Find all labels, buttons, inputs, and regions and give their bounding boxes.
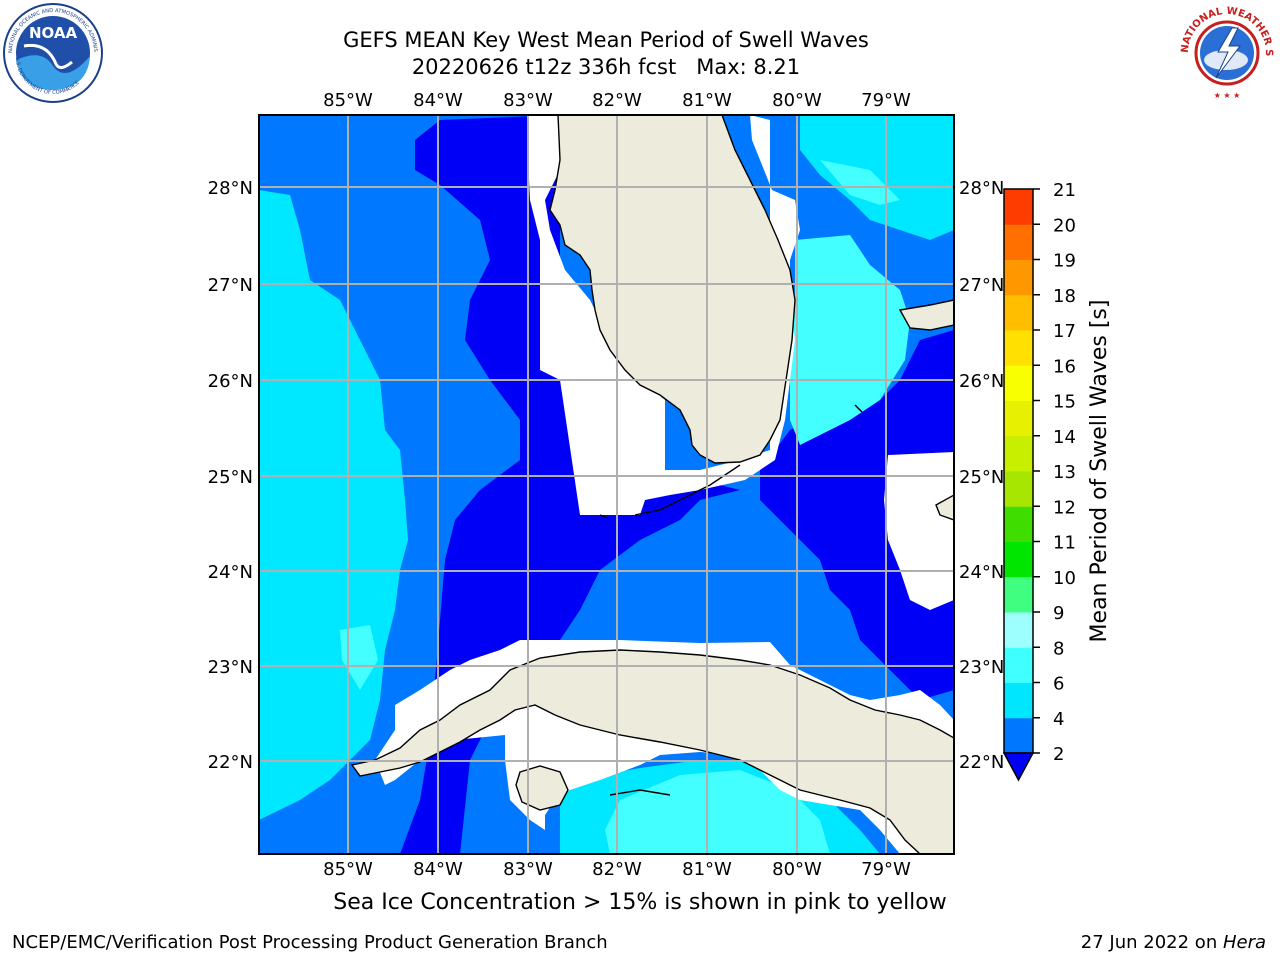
lat-label: 25°N	[208, 467, 253, 488]
cuba	[350, 649, 954, 854]
noaa-logo-text: NOAA	[29, 24, 78, 42]
lat-label: 23°N	[208, 657, 253, 678]
map-frame	[258, 114, 955, 855]
colorbar-label: Mean Period of Swell Waves [s]	[1087, 300, 1112, 643]
colorbar-segment	[1004, 400, 1033, 437]
colorbar-segment	[1004, 541, 1033, 578]
colorbar-segment	[1004, 259, 1033, 296]
florida	[549, 115, 796, 464]
colorbar-tick-label: 9	[1053, 603, 1064, 624]
chart-title: GEFS MEAN Key West Mean Period of Swell …	[343, 28, 869, 52]
lon-labels-bottom: 85°W 84°W 83°W 82°W 81°W 80°W 79°W	[323, 859, 911, 880]
colorbar-segment	[1004, 717, 1033, 754]
colorbar-tick-label: 10	[1053, 568, 1076, 589]
keys-and-cays	[599, 404, 863, 796]
colorbar-segment	[1004, 506, 1033, 542]
colorbar-tick-label: 20	[1053, 215, 1076, 236]
sea-ice-note: Sea Ice Concentration > 15% is shown in …	[333, 890, 947, 915]
bahamas-andros	[898, 299, 954, 331]
lat-label: 25°N	[959, 467, 1004, 488]
colorbar-segment	[1004, 435, 1033, 472]
lon-label: 84°W	[413, 859, 463, 880]
lat-label: 24°N	[208, 562, 253, 583]
colorbar-tick-label: 17	[1053, 321, 1076, 342]
footer-date: 27 Jun 2022 on Hera	[1081, 932, 1266, 953]
noaa-logo: NOAA NATIONAL OCEANIC AND ATMOSPHERIC AD…	[2, 2, 103, 103]
lon-label: 85°W	[323, 90, 373, 111]
colorbar-segment	[1004, 612, 1033, 648]
lon-label: 80°W	[772, 90, 822, 111]
lon-label: 82°W	[592, 859, 642, 880]
colorbar-segment	[1004, 224, 1033, 260]
lat-label: 28°N	[208, 178, 253, 199]
colorbar-tick-label: 21	[1053, 180, 1076, 201]
lat-label: 23°N	[959, 657, 1004, 678]
lat-label: 27°N	[959, 275, 1004, 296]
colorbar-tick-label: 19	[1053, 251, 1076, 272]
lat-label: 22°N	[208, 752, 253, 773]
lat-labels-left: 28°N 27°N 26°N 25°N 24°N 23°N 22°N	[208, 178, 253, 773]
colorbar-tick-label: 6	[1053, 674, 1064, 695]
lon-label: 79°W	[861, 859, 911, 880]
swell-period-field	[259, 115, 954, 854]
colorbar-tick-label: 12	[1053, 497, 1076, 518]
lat-label: 28°N	[959, 178, 1004, 199]
lat-label: 26°N	[208, 371, 253, 392]
lon-label: 85°W	[323, 859, 373, 880]
lat-label: 26°N	[959, 371, 1004, 392]
colorbar-tick-label: 4	[1053, 709, 1064, 730]
footer-date-text: 27 Jun 2022 on	[1080, 932, 1223, 953]
lon-label: 84°W	[413, 90, 463, 111]
colorbar-segment	[1004, 647, 1033, 683]
lon-label: 83°W	[503, 90, 553, 111]
lon-label: 79°W	[861, 90, 911, 111]
nws-logo: NATIONAL WEATHER SERVICE ★ ★ ★	[1176, 2, 1275, 101]
colorbar-tick-label: 2	[1053, 744, 1064, 765]
lon-label: 81°W	[682, 859, 732, 880]
graticule	[259, 115, 954, 854]
swell-band-light-cyan-south	[605, 770, 830, 854]
colorbar-tick-label: 8	[1053, 638, 1064, 659]
colorbar-segment	[1004, 189, 1033, 225]
isla-de-la-juventud	[515, 765, 569, 811]
lat-label: 24°N	[959, 562, 1004, 583]
colorbar-tick-label: 11	[1053, 533, 1076, 554]
colorbar: 2 4 6 8 9 10 11 12 13 14 15 16 17 18 19 20 21	[1002, 180, 1076, 782]
colorbar-segment	[1004, 682, 1033, 719]
lon-label: 80°W	[772, 859, 822, 880]
footer-host: Hera	[1222, 932, 1266, 953]
colorbar-tick-label: 13	[1053, 462, 1076, 483]
colorbar-tick-label: 18	[1053, 286, 1076, 307]
chart-subtitle: 20220626 t12z 336h fcst Max: 8.21	[411, 55, 801, 79]
land	[350, 115, 954, 854]
bahamas-cay	[935, 494, 954, 521]
colorbar-segment	[1004, 365, 1033, 401]
colorbar-tick-label: 14	[1053, 427, 1076, 448]
swell-band-light-cyan-west	[340, 625, 378, 690]
lon-labels-top: 85°W 84°W 83°W 82°W 81°W 80°W 79°W	[323, 90, 911, 111]
colorbar-segment	[1004, 294, 1033, 331]
footer-credit: NCEP/EMC/Verification Post Processing Pr…	[12, 932, 608, 953]
colorbar-segment	[1004, 576, 1033, 613]
colorbar-segment	[1004, 330, 1033, 366]
colorbar-tick-label: 15	[1053, 392, 1076, 413]
lon-label: 82°W	[592, 90, 642, 111]
swell-band-light-cyan-east	[790, 235, 910, 445]
lon-label: 81°W	[682, 90, 732, 111]
lat-label: 27°N	[208, 275, 253, 296]
lat-labels-right: 28°N 27°N 26°N 25°N 24°N 23°N 22°N	[959, 178, 1004, 773]
swell-band-cyan-ne2	[820, 160, 900, 205]
colorbar-segment	[1004, 471, 1033, 507]
colorbar-under-arrow	[1002, 752, 1035, 782]
colorbar-tick-label: 16	[1053, 356, 1076, 377]
lon-label: 83°W	[503, 859, 553, 880]
lat-label: 22°N	[959, 752, 1004, 773]
svg-text:★ ★ ★: ★ ★ ★	[1214, 91, 1241, 100]
